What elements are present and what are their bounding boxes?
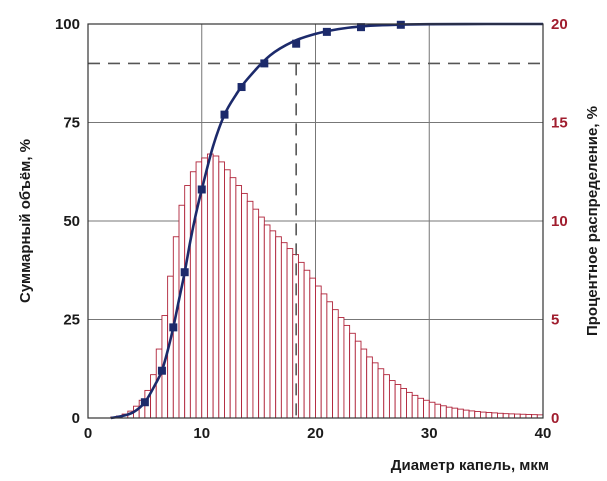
histogram-bar: [235, 185, 243, 419]
left-tick-label: 75: [63, 115, 80, 132]
histogram-bar: [377, 368, 385, 419]
cumulative-marker: [220, 110, 229, 119]
histogram-bar: [224, 169, 231, 419]
histogram-bar: [497, 412, 504, 419]
histogram-bar: [457, 408, 464, 419]
left-tick-label: 50: [63, 213, 80, 230]
histogram-bar: [320, 293, 328, 419]
histogram-bar: [178, 204, 186, 419]
histogram-bar: [309, 277, 316, 419]
histogram-bar: [258, 216, 265, 419]
histogram-bar: [428, 401, 436, 419]
right-axis-ticks: 0 5 10 15 20: [551, 16, 568, 427]
cumulative-marker: [260, 59, 269, 68]
x-tick-label: 20: [307, 425, 324, 442]
histogram-bar: [206, 153, 214, 419]
histogram-bar: [491, 412, 498, 419]
histogram-bar: [218, 161, 225, 419]
histogram-bar: [332, 309, 339, 419]
x-axis-label: Диаметр капель, мкм: [391, 457, 549, 474]
histogram-bar: [485, 412, 493, 419]
histogram-bar: [189, 171, 197, 419]
right-tick-label: 5: [551, 312, 559, 329]
histogram-bar: [229, 177, 237, 419]
histogram-bar: [445, 406, 453, 419]
plot-frame: [87, 23, 544, 419]
histogram-bar: [263, 224, 271, 419]
cumulative-marker: [237, 83, 246, 92]
histogram-bar: [275, 236, 282, 419]
histogram-bar: [394, 384, 402, 419]
cumulative-marker: [169, 323, 178, 332]
histogram-bar: [440, 405, 447, 419]
right-tick-label: 10: [551, 213, 568, 230]
histogram-bar: [241, 192, 248, 419]
histogram-bar: [479, 411, 487, 419]
histogram-bar: [269, 230, 277, 419]
x-tick-label: 40: [535, 425, 552, 442]
histogram-bar: [297, 261, 305, 419]
cumulative-marker: [197, 185, 206, 194]
cumulative-marker: [180, 268, 189, 277]
reference-lines: [88, 62, 543, 418]
histogram-bar: [406, 391, 413, 419]
histogram-bar: [417, 397, 425, 419]
cumulative-curve: [110, 20, 543, 420]
cumulative-marker: [140, 398, 149, 407]
right-tick-label: 15: [551, 115, 568, 132]
cumulative-marker: [357, 23, 365, 32]
histogram-bar: [326, 301, 334, 419]
histogram-bar: [383, 374, 390, 419]
left-tick-label: 0: [72, 410, 80, 427]
histogram-bar: [150, 374, 157, 419]
x-tick-label: 10: [193, 425, 210, 442]
histogram-bar: [462, 409, 470, 419]
histogram-bar: [286, 248, 294, 419]
histogram-bar: [201, 157, 208, 419]
histogram-bar: [423, 399, 430, 419]
histogram-bar: [246, 200, 254, 419]
cumulative-marker: [292, 39, 301, 48]
histogram-bar: [280, 242, 288, 419]
histogram-bar: [451, 407, 459, 419]
left-axis-label: Суммарный объём, %: [17, 139, 34, 303]
right-tick-label: 0: [551, 410, 559, 427]
right-axis-label: Процентное распределение, %: [584, 106, 601, 336]
histogram-bar: [349, 332, 356, 419]
histogram-bar: [303, 269, 311, 419]
histogram-bar: [315, 285, 322, 419]
left-tick-label: 25: [63, 312, 80, 329]
histogram-bar: [212, 155, 220, 419]
histogram-bar: [354, 340, 362, 419]
histogram-bar: [400, 388, 407, 419]
histogram-bar: [366, 356, 373, 419]
histogram-bar: [468, 410, 476, 419]
histogram-bar: [343, 324, 351, 419]
cumulative-marker: [396, 20, 405, 29]
histogram-bar: [388, 380, 396, 419]
x-axis-ticks: 0 10 20 30 40: [84, 425, 552, 442]
histogram-bar: [474, 411, 481, 419]
left-tick-label: 100: [55, 16, 80, 33]
x-tick-label: 0: [84, 425, 92, 442]
cumulative-marker: [157, 366, 166, 375]
histogram-bar: [371, 362, 379, 419]
histogram-bar: [508, 413, 516, 419]
histogram-bar: [411, 394, 419, 419]
histogram-bar: [252, 208, 260, 419]
histogram-bar: [360, 348, 368, 419]
histogram-bar: [434, 403, 442, 419]
histogram-bar: [502, 413, 510, 419]
x-tick-label: 30: [421, 425, 438, 442]
right-tick-label: 20: [551, 16, 568, 33]
left-axis-ticks: 0 25 50 75 100: [55, 16, 80, 427]
histogram-bar: [184, 185, 191, 419]
cumulative-marker: [322, 27, 331, 36]
histogram-bar: [337, 317, 345, 419]
